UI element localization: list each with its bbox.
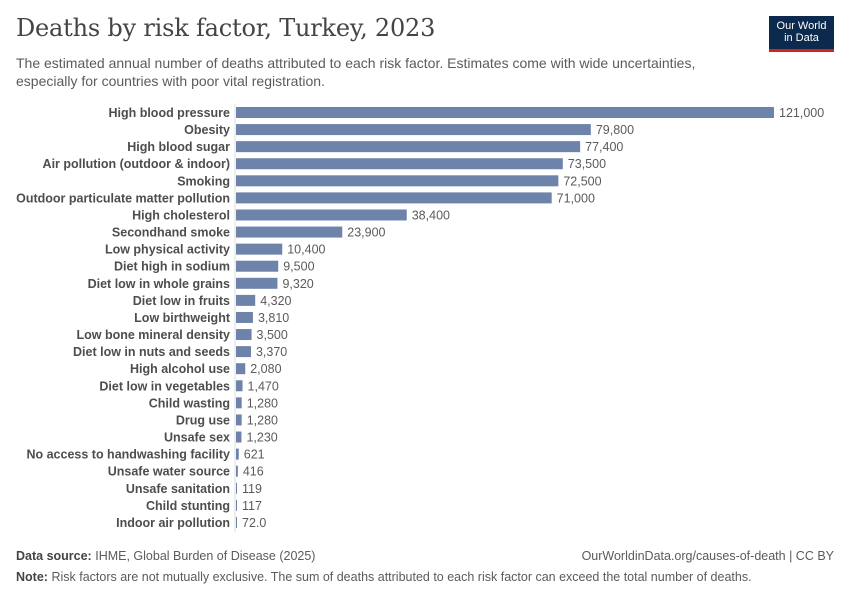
- bar-value-label: 9,320: [282, 277, 313, 291]
- source-url-link[interactable]: OurWorldinData.org/causes-of-death | CC …: [581, 549, 834, 563]
- category-label: Diet high in sodium: [114, 260, 230, 274]
- bar[interactable]: [236, 294, 256, 306]
- category-label: Smoking: [177, 174, 230, 188]
- category-label: Low physical activity: [105, 243, 230, 257]
- bar-value-label: 3,500: [257, 328, 288, 342]
- bar[interactable]: [236, 482, 237, 494]
- bar[interactable]: [236, 158, 563, 170]
- bar[interactable]: [236, 141, 581, 153]
- category-label: High blood sugar: [127, 140, 230, 154]
- bar-value-label: 77,400: [585, 140, 623, 154]
- category-label: High alcohol use: [130, 362, 230, 376]
- bar-value-label: 2,080: [250, 362, 281, 376]
- bar[interactable]: [236, 380, 243, 392]
- category-label: Unsafe water source: [108, 465, 230, 479]
- bar[interactable]: [236, 260, 279, 272]
- bar[interactable]: [236, 465, 238, 477]
- chart-subtitle: The estimated annual number of deaths at…: [16, 55, 696, 89]
- bar-value-label: 72,500: [563, 174, 601, 188]
- bar[interactable]: [236, 209, 407, 221]
- bar[interactable]: [236, 397, 242, 409]
- bar[interactable]: [236, 414, 242, 426]
- bar[interactable]: [236, 107, 774, 118]
- bar[interactable]: [236, 363, 246, 375]
- note-label: Note:: [16, 570, 48, 584]
- category-label: Air pollution (outdoor & indoor): [43, 157, 230, 171]
- category-label: Outdoor particulate matter pollution: [16, 191, 230, 205]
- bar-value-label: 9,500: [283, 260, 314, 274]
- bar-value-label: 38,400: [412, 208, 450, 222]
- bar-value-label: 1,230: [246, 431, 277, 445]
- footer-note-row: Note: Risk factors are not mutually excl…: [16, 570, 834, 584]
- bar-chart: High blood pressure 121,000 Obesity 79,800 H…: [16, 104, 824, 532]
- source-label: Data source:: [16, 549, 92, 563]
- bar[interactable]: [236, 431, 242, 443]
- bar-value-label: 119: [242, 482, 262, 496]
- category-label: High blood pressure: [108, 106, 230, 120]
- bar-value-label: 416: [243, 465, 264, 479]
- category-label: High cholesterol: [132, 208, 230, 222]
- bar-value-label: 3,810: [258, 311, 289, 325]
- bar[interactable]: [236, 516, 237, 528]
- category-label: Drug use: [176, 413, 230, 427]
- bar-value-label: 4,320: [260, 294, 291, 308]
- bar-value-label: 23,900: [347, 226, 385, 240]
- bar-value-label: 1,280: [247, 396, 278, 410]
- bar-value-label: 1,280: [247, 413, 278, 427]
- category-label: Diet low in nuts and seeds: [73, 345, 230, 359]
- category-label: Diet low in vegetables: [99, 379, 230, 393]
- category-label: Secondhand smoke: [112, 226, 230, 240]
- category-label: Low birthweight: [134, 311, 231, 325]
- footer-source-row: Data source: IHME, Global Burden of Dise…: [16, 549, 834, 563]
- logo-line-1: Our World: [776, 20, 827, 32]
- bar-value-label: 72.0: [242, 516, 266, 530]
- bar[interactable]: [236, 311, 253, 323]
- bar-group: High blood pressure 121,000 Obesity 79,800 H…: [16, 106, 824, 530]
- bar-value-label: 79,800: [596, 123, 634, 137]
- bar-value-label: 117: [242, 499, 262, 513]
- bar-value-label: 3,370: [256, 345, 287, 359]
- chart-title: Deaths by risk factor, Turkey, 2023: [16, 14, 436, 42]
- category-label: Unsafe sex: [164, 431, 230, 445]
- bar-value-label: 621: [244, 448, 265, 462]
- bar[interactable]: [236, 175, 559, 187]
- bar-value-label: 71,000: [557, 191, 595, 205]
- category-label: Child wasting: [149, 396, 230, 410]
- bar[interactable]: [236, 192, 552, 204]
- bar[interactable]: [236, 124, 591, 136]
- note-text: Risk factors are not mutually exclusive.…: [51, 570, 752, 584]
- bar-value-label: 121,000: [779, 106, 824, 120]
- bar[interactable]: [236, 448, 239, 460]
- category-label: Unsafe sanitation: [126, 482, 230, 496]
- logo-line-2: in Data: [784, 32, 819, 44]
- bar[interactable]: [236, 226, 343, 238]
- bar[interactable]: [236, 346, 251, 358]
- bar-value-label: 10,400: [287, 243, 325, 257]
- bar[interactable]: [236, 499, 237, 511]
- owid-logo[interactable]: Our World in Data: [769, 16, 834, 52]
- category-label: Diet low in whole grains: [88, 277, 230, 291]
- category-label: Obesity: [184, 123, 230, 137]
- category-label: No access to handwashing facility: [26, 448, 230, 462]
- category-label: Diet low in fruits: [133, 294, 230, 308]
- category-label: Low bone mineral density: [77, 328, 231, 342]
- bar-value-label: 73,500: [568, 157, 606, 171]
- bar[interactable]: [236, 243, 283, 255]
- category-label: Child stunting: [146, 499, 230, 513]
- bar-value-label: 1,470: [248, 379, 279, 393]
- bar[interactable]: [236, 277, 278, 289]
- source-text: IHME, Global Burden of Disease (2025): [95, 549, 316, 563]
- bar[interactable]: [236, 329, 252, 341]
- category-label: Indoor air pollution: [116, 516, 230, 530]
